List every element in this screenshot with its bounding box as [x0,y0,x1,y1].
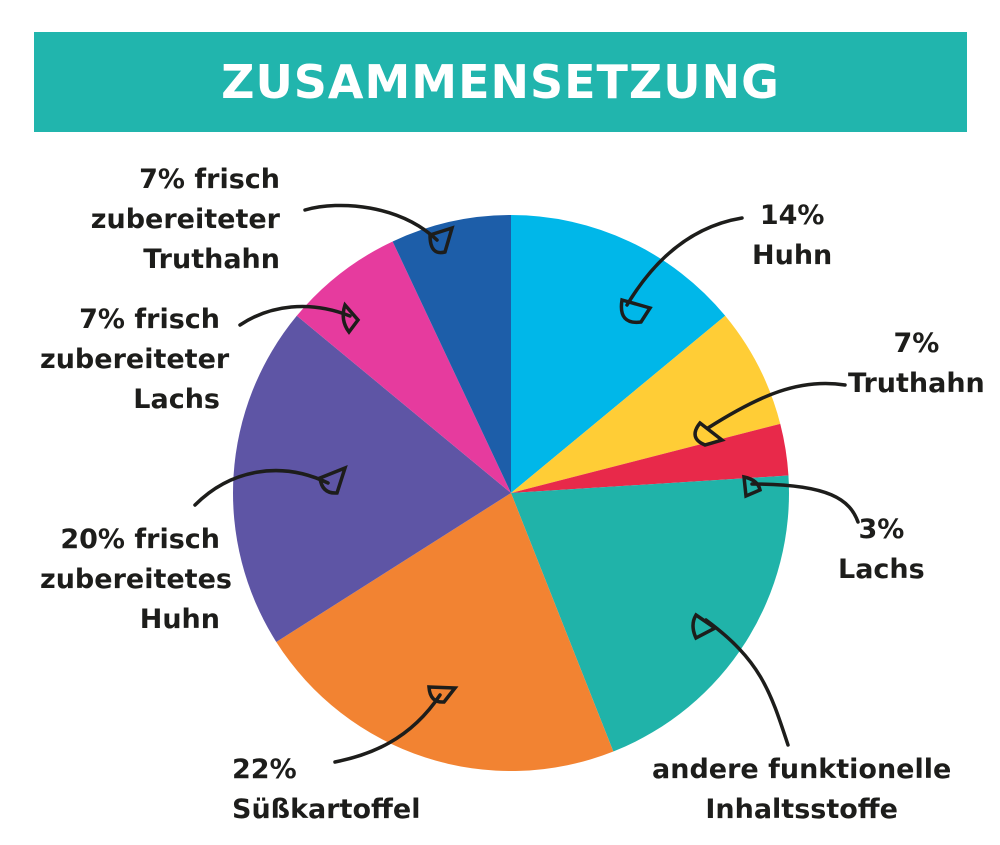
pointer-truthahn [706,381,847,430]
pointer-frisch-huhn [193,468,330,507]
chart-title: ZUSAMMENSETZUNG [221,55,780,109]
pointer-andere-head [691,612,719,641]
label-frisch-truthahn: 7% frisch zubereiteter Truthahn [90,164,280,275]
label-frisch-lachs: 7% frisch zubereiteter Lachs [40,304,230,415]
pointer-andere [704,618,790,747]
pointer-suesskartoffel-head [427,685,459,704]
pointer-suesskartoffel [333,693,442,764]
pointer-lachs-head [742,474,762,499]
pointer-frisch-lachs-head [341,301,361,335]
label-lachs: 3% Lachs [838,514,925,585]
pointer-frisch-huhn-head [318,464,348,495]
pie-slice-1 [511,315,781,493]
label-frisch-huhn: 20% frisch zubereitetes Huhn [40,524,232,635]
pointer-frisch-lachs [238,304,352,327]
pie-slice-5 [232,315,511,642]
pointer-lachs [750,482,860,524]
pie-slice-7 [392,215,511,493]
pie-slice-6 [296,241,511,493]
pointer-huhn-head [619,297,653,325]
label-truthahn: 7% Truthahn [848,328,985,399]
pie-slice-4 [276,493,614,771]
pie-slice-3 [511,475,789,752]
pointer-huhn [625,216,744,307]
pointer-frisch-truthahn-head [428,225,455,255]
pointer-frisch-truthahn [303,203,439,242]
pie-slice-0 [511,215,726,493]
label-huhn: 14% Huhn [752,200,833,271]
label-suesskartoffel: 22% Süßkartoffel [232,754,421,825]
pointer-truthahn-head [693,420,726,447]
title-banner: ZUSAMMENSETZUNG [34,32,967,132]
label-andere: andere funktionelle Inhaltsstoffe [652,754,952,825]
